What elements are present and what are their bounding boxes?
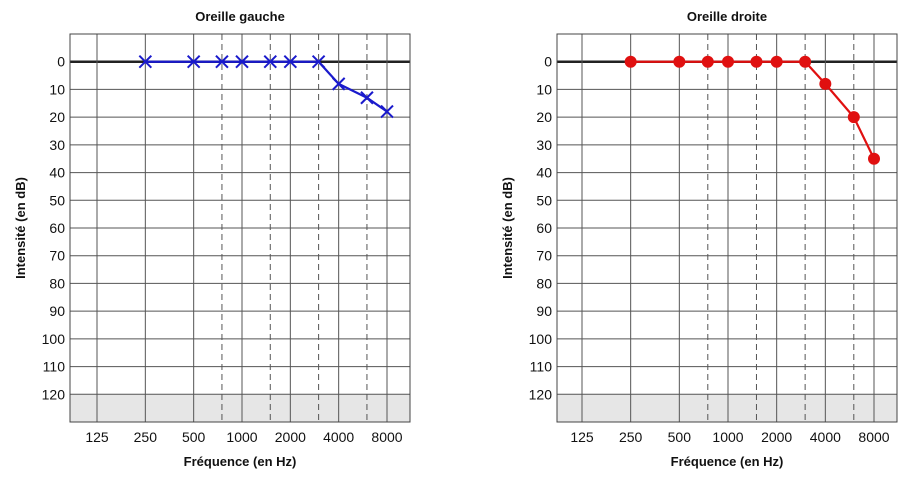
data-point-cross xyxy=(380,104,394,119)
y-tick-label: 90 xyxy=(49,303,65,319)
y-tick-label: 80 xyxy=(49,275,65,291)
y-tick-label: 30 xyxy=(536,137,552,153)
data-point-cross xyxy=(263,55,277,69)
y-tick-label: 100 xyxy=(529,331,553,347)
y-tick-label: 120 xyxy=(42,386,66,402)
y-tick-label: 90 xyxy=(536,303,552,319)
data-point-cross xyxy=(311,55,326,69)
y-tick-label: 80 xyxy=(536,275,552,291)
chart-title: Oreille droite xyxy=(687,9,767,24)
data-point-circle xyxy=(750,55,763,68)
data-point-circle xyxy=(673,55,686,68)
y-tick-label: 20 xyxy=(49,109,65,125)
data-point-cross xyxy=(331,77,346,91)
y-tick-label: 60 xyxy=(49,220,65,236)
data-point-cross xyxy=(283,55,298,69)
x-tick-label: 250 xyxy=(134,429,158,445)
y-tick-label: 110 xyxy=(43,359,66,375)
data-point-circle xyxy=(799,55,812,68)
x-tick-label: 500 xyxy=(668,429,692,445)
x-axis-label: Fréquence (en Hz) xyxy=(184,454,297,469)
series-line xyxy=(630,60,875,160)
y-tick-label: 40 xyxy=(49,165,65,181)
x-tick-label: 500 xyxy=(182,429,206,445)
x-tick-label: 1000 xyxy=(712,429,743,445)
data-point-cross xyxy=(360,91,374,105)
x-tick-label: 2000 xyxy=(761,429,792,445)
data-point-cross xyxy=(235,55,249,69)
y-axis-label: Intensité (en dB) xyxy=(13,177,28,279)
y-tick-label: 60 xyxy=(536,220,552,236)
x-axis-label: Fréquence (en Hz) xyxy=(671,454,784,469)
data-point-circle xyxy=(868,152,880,165)
y-tick-label: 0 xyxy=(57,54,65,70)
data-point-circle xyxy=(770,55,783,68)
data-point-circle xyxy=(722,55,734,68)
plot-border xyxy=(69,33,411,423)
shaded-band xyxy=(70,394,410,422)
x-tick-label: 1000 xyxy=(226,429,257,445)
y-tick-label: 110 xyxy=(530,359,553,375)
y-tick-label: 120 xyxy=(529,386,553,402)
y-tick-label: 10 xyxy=(536,81,552,97)
x-tick-label: 125 xyxy=(85,429,109,445)
x-tick-label: 250 xyxy=(619,429,643,445)
x-tick-label: 4000 xyxy=(810,429,841,445)
y-tick-label: 50 xyxy=(536,192,552,208)
x-tick-label: 8000 xyxy=(858,429,889,445)
y-tick-label: 30 xyxy=(49,137,65,153)
y-tick-label: 100 xyxy=(42,331,66,347)
shaded-band xyxy=(557,394,897,422)
series-line xyxy=(145,60,388,113)
y-tick-label: 70 xyxy=(536,248,552,264)
data-point-circle xyxy=(624,55,637,68)
y-tick-label: 70 xyxy=(49,248,65,264)
y-tick-label: 10 xyxy=(49,81,65,97)
data-point-circle xyxy=(847,111,860,124)
chart-title: Oreille gauche xyxy=(195,9,285,24)
y-axis-label: Intensité (en dB) xyxy=(500,177,515,279)
x-tick-label: 4000 xyxy=(323,429,354,445)
y-tick-label: 50 xyxy=(49,192,65,208)
x-tick-label: 125 xyxy=(570,429,594,445)
data-point-cross xyxy=(186,55,201,69)
data-point-circle xyxy=(819,77,832,90)
data-point-cross xyxy=(215,55,229,69)
data-point-cross xyxy=(138,55,153,69)
x-tick-label: 2000 xyxy=(275,429,306,445)
y-tick-label: 20 xyxy=(536,109,552,125)
data-point-circle xyxy=(701,55,714,68)
plot-border xyxy=(556,33,898,423)
y-tick-label: 40 xyxy=(536,165,552,181)
x-tick-label: 8000 xyxy=(371,429,402,445)
y-tick-label: 0 xyxy=(544,54,552,70)
